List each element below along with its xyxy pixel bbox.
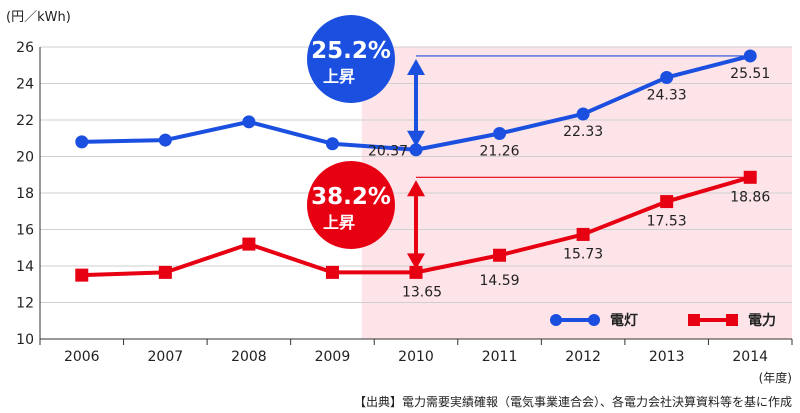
data-label-1-2013: 17.53 — [647, 214, 687, 230]
x-tick-2014: 2014 — [732, 349, 768, 365]
data-label-0-2012: 22.33 — [563, 124, 603, 140]
point-0-2012 — [576, 107, 590, 121]
y-tick-14: 14 — [16, 259, 34, 275]
x-axis-unit: (年度) — [758, 371, 792, 385]
change-arrow-head-down-1 — [407, 253, 425, 270]
data-label-0-2013: 24.33 — [647, 87, 687, 103]
y-tick-18: 18 — [16, 186, 34, 202]
point-0-2014 — [743, 49, 757, 63]
y-tick-26: 26 — [16, 40, 34, 56]
y-tick-22: 22 — [16, 113, 34, 129]
change-bubble-1 — [307, 161, 395, 249]
data-label-1-2011: 14.59 — [480, 273, 520, 289]
x-tick-2012: 2012 — [565, 349, 601, 365]
data-label-0-2011: 21.26 — [480, 144, 520, 160]
y-tick-16: 16 — [16, 223, 34, 239]
x-tick-2007: 2007 — [148, 349, 184, 365]
legend-marker-end-0 — [588, 314, 600, 326]
change-bubble-value-1: 38.2% — [311, 184, 391, 210]
point-1-2007 — [158, 265, 172, 279]
point-0-2010 — [409, 143, 423, 157]
point-1-2010 — [409, 265, 423, 279]
change-arrow-head-down-0 — [407, 130, 425, 147]
data-label-1-2010: 13.65 — [402, 284, 442, 300]
legend-label-1: 電力 — [748, 312, 776, 329]
change-arrow-head-up-0 — [407, 58, 425, 75]
y-tick-24: 24 — [16, 77, 34, 93]
change-bubble-value-0: 25.2% — [311, 38, 391, 64]
y-tick-10: 10 — [16, 332, 34, 348]
y-tick-12: 12 — [16, 296, 34, 312]
legend-marker-start-1 — [688, 314, 700, 326]
legend-marker-start-0 — [550, 314, 562, 326]
x-tick-2013: 2013 — [649, 349, 685, 365]
x-tick-2009: 2009 — [315, 349, 351, 365]
point-0-2009 — [325, 137, 339, 151]
x-tick-2010: 2010 — [398, 349, 434, 365]
point-1-2011 — [493, 248, 507, 262]
point-1-2012 — [576, 227, 590, 241]
x-tick-2011: 2011 — [482, 349, 518, 365]
point-0-2006 — [75, 135, 89, 149]
x-tick-2008: 2008 — [231, 349, 267, 365]
change-bubble-0 — [307, 15, 395, 103]
source-note: 【出典】電力需要実績確報（電気事業連合会）、各電力会社決算資料等を基に作成 — [353, 395, 792, 409]
point-1-2014 — [743, 170, 757, 184]
data-label-1-2014: 18.86 — [730, 189, 770, 205]
y-axis-unit: (円／kWh) — [6, 10, 71, 25]
point-1-2008 — [242, 237, 256, 251]
legend-marker-end-1 — [726, 314, 738, 326]
data-label-0-2014: 25.51 — [730, 66, 770, 82]
point-1-2009 — [325, 265, 339, 279]
data-label-0-2010: 20.37 — [368, 144, 408, 160]
change-bubble-subtext-1: 上昇 — [323, 213, 355, 232]
point-1-2006 — [75, 268, 89, 282]
legend-label-0: 電灯 — [610, 312, 638, 329]
point-0-2007 — [158, 133, 172, 147]
y-tick-20: 20 — [16, 150, 34, 166]
x-tick-2006: 2006 — [64, 349, 100, 365]
data-label-1-2012: 15.73 — [563, 246, 603, 262]
point-0-2011 — [493, 127, 507, 141]
point-0-2013 — [660, 70, 674, 84]
point-0-2008 — [242, 115, 256, 129]
point-1-2013 — [660, 195, 674, 209]
change-arrow-head-up-1 — [407, 180, 425, 197]
change-bubble-subtext-0: 上昇 — [323, 67, 355, 86]
